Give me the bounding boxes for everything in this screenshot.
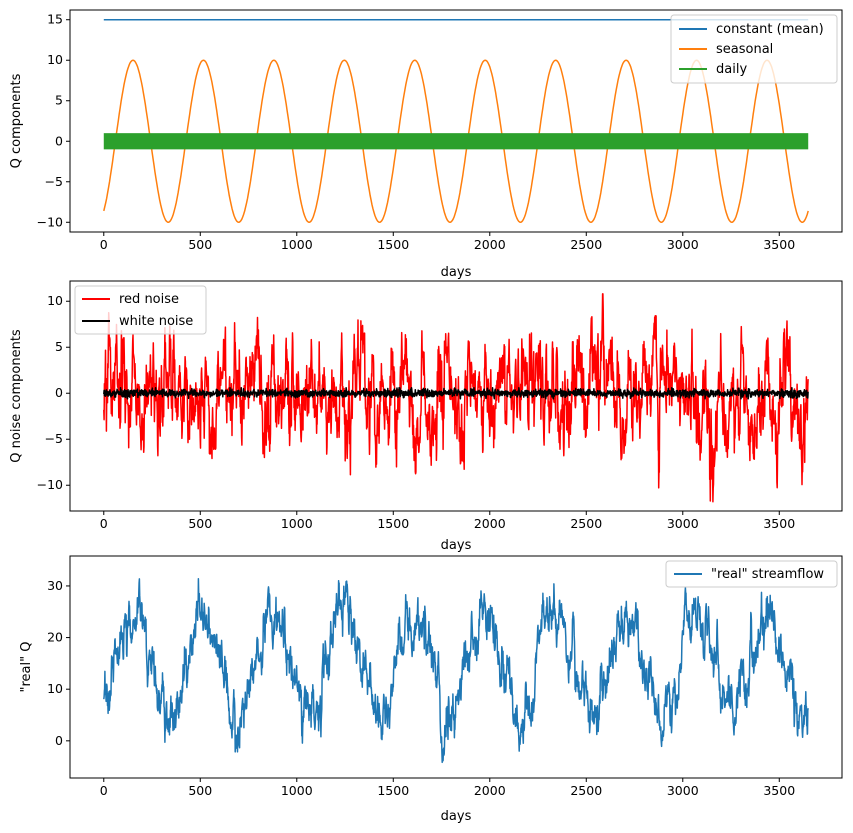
panel-noise: 0 500 1000 1500 2000 2500 3000 3500 −10 −5 0 5 10 d…	[9, 280, 843, 553]
noise-x-axis-label: days	[441, 538, 472, 553]
legend-label-constant: constant (mean)	[716, 22, 824, 37]
components-x-ticks: 0 500 1000 1500 2000 2500 3000 3500	[100, 232, 795, 252]
series-white-noise-line	[103, 386, 809, 400]
streamflow-y-axis-label: "real" Q	[19, 642, 34, 693]
streamflow-x-tick-label: 500	[188, 783, 212, 798]
noise-x-tick-label: 2500	[570, 516, 602, 531]
noise-x-ticks: 0 500 1000 1500 2000 2500 3000 3500	[100, 511, 795, 531]
streamflow-x-tick-label: 3500	[763, 783, 795, 798]
streamflow-y-ticks: 0 10 20 30	[47, 578, 70, 748]
streamflow-x-tick-label: 1500	[377, 783, 409, 798]
panel-components: 0 500 1000 1500 2000 2500 3000 3500 −10 −5 0 5 10 15…	[9, 9, 843, 280]
streamflow-legend-box	[665, 560, 838, 588]
streamflow-x-tick-label: 1000	[281, 783, 313, 798]
noise-x-tick-label: 3500	[763, 516, 795, 531]
components-y-tick-label: 15	[47, 12, 63, 27]
components-y-axis-label: Q components	[9, 73, 24, 168]
streamflow-x-tick-label: 2000	[474, 783, 506, 798]
components-x-tick-label: 1500	[377, 237, 409, 252]
streamflow-series	[103, 578, 809, 764]
noise-y-tick-label: 10	[47, 293, 63, 308]
noise-x-tick-label: 3000	[667, 516, 699, 531]
noise-y-tick-label: −10	[37, 477, 63, 492]
components-x-tick-label: 1000	[281, 237, 313, 252]
components-x-tick-label: 0	[100, 237, 108, 252]
streamflow-legend: "real" streamflow	[665, 560, 838, 588]
streamflow-x-tick-label: 3000	[667, 783, 699, 798]
streamflow-y-tick-label: 0	[55, 733, 63, 748]
components-x-tick-label: 3000	[667, 237, 699, 252]
streamflow-y-tick-label: 20	[47, 630, 63, 645]
components-x-tick-label: 3500	[763, 237, 795, 252]
components-x-tick-label: 2000	[474, 237, 506, 252]
noise-x-tick-label: 500	[188, 516, 212, 531]
noise-x-tick-label: 2000	[474, 516, 506, 531]
components-legend-box	[670, 14, 838, 84]
noise-legend: red noise white noise	[74, 285, 207, 335]
noise-y-tick-label: −5	[45, 431, 63, 446]
streamflow-y-tick-label: 30	[47, 578, 63, 593]
noise-y-tick-label: 0	[55, 385, 63, 400]
streamflow-x-tick-label: 2500	[570, 783, 602, 798]
streamflow-x-axis-label: days	[441, 809, 472, 824]
series-real-streamflow-line	[103, 578, 809, 764]
components-x-axis-label: days	[441, 265, 472, 280]
noise-y-ticks: −10 −5 0 5 10	[37, 293, 70, 492]
noise-series	[103, 293, 809, 503]
noise-y-axis-label: Q noise components	[9, 329, 24, 463]
legend-label-red-noise: red noise	[119, 292, 179, 307]
streamflow-x-ticks: 0 500 1000 1500 2000 2500 3000 3500	[100, 778, 795, 798]
components-y-tick-label: −5	[45, 174, 63, 189]
panel-streamflow: 0 500 1000 1500 2000 2500 3000 3500 0 10 20 30 day…	[19, 555, 843, 824]
legend-label-daily: daily	[716, 62, 747, 77]
noise-y-tick-label: 5	[55, 339, 63, 354]
components-y-tick-label: −10	[37, 214, 63, 229]
components-x-tick-label: 500	[188, 237, 212, 252]
components-y-tick-label: 10	[47, 52, 63, 67]
streamflow-x-tick-label: 0	[100, 783, 108, 798]
components-legend: constant (mean) seasonal daily	[670, 14, 838, 84]
noise-x-tick-label: 0	[100, 516, 108, 531]
components-y-ticks: −10 −5 0 5 10 15	[37, 12, 70, 229]
legend-label-streamflow: "real" streamflow	[711, 567, 824, 582]
series-red-noise-line	[103, 293, 809, 503]
noise-x-tick-label: 1000	[281, 516, 313, 531]
components-x-tick-label: 2500	[570, 237, 602, 252]
series-daily-band	[103, 133, 809, 150]
components-y-tick-label: 5	[55, 93, 63, 108]
legend-label-seasonal: seasonal	[716, 42, 773, 57]
streamflow-y-tick-label: 10	[47, 681, 63, 696]
noise-x-tick-label: 1500	[377, 516, 409, 531]
legend-label-white-noise: white noise	[119, 314, 193, 329]
components-y-tick-label: 0	[55, 133, 63, 148]
